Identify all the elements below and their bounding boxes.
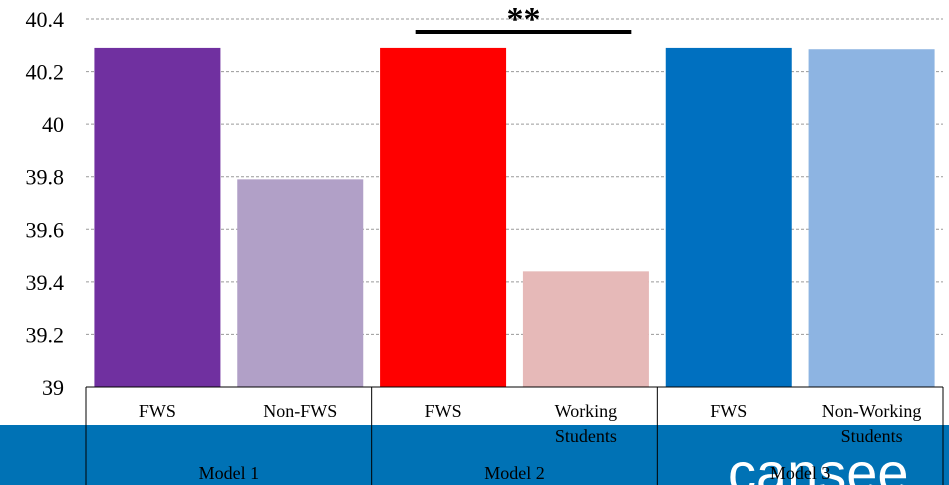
significance-stars: ** bbox=[507, 1, 541, 38]
significance-annotation: ** bbox=[415, 1, 632, 38]
y-tick-label: 39 bbox=[42, 375, 64, 400]
group-label: Model 1 bbox=[199, 463, 260, 483]
footer-band bbox=[0, 425, 949, 485]
y-tick-label: 40 bbox=[42, 112, 64, 137]
category-label: Non-Working bbox=[822, 401, 922, 421]
y-tick-label: 39.8 bbox=[26, 165, 65, 190]
bar bbox=[808, 49, 935, 387]
bar bbox=[94, 47, 221, 388]
y-tick-label: 39.2 bbox=[26, 322, 65, 347]
group-label: Model 2 bbox=[484, 463, 545, 483]
y-tick-label: 39.4 bbox=[26, 270, 65, 295]
bars bbox=[94, 47, 935, 388]
category-label: FWS bbox=[425, 401, 462, 421]
bar bbox=[665, 47, 792, 388]
category-label: FWS bbox=[710, 401, 747, 421]
category-label: Non-FWS bbox=[263, 401, 337, 421]
y-tick-label: 40.4 bbox=[26, 7, 65, 32]
category-axis: FWS Non-FWS FWS Working Students FWS Non-Worki… bbox=[85, 386, 944, 485]
category-label-line2: Students bbox=[841, 426, 903, 446]
y-tick-label: 39.6 bbox=[26, 217, 65, 242]
y-tick-label: 40.2 bbox=[26, 60, 65, 85]
bar bbox=[380, 47, 507, 388]
category-label-line2: Students bbox=[555, 426, 617, 446]
category-label: FWS bbox=[139, 401, 176, 421]
y-axis-ticks: 39 39.2 39.4 39.6 39.8 40 40.2 40.4 bbox=[26, 7, 65, 400]
category-label: Working bbox=[555, 401, 618, 421]
footer-logo: cansee bbox=[728, 441, 909, 485]
group-label: Model 3 bbox=[770, 463, 831, 483]
bar bbox=[237, 179, 364, 387]
bar bbox=[522, 271, 649, 387]
gridlines bbox=[86, 18, 943, 335]
